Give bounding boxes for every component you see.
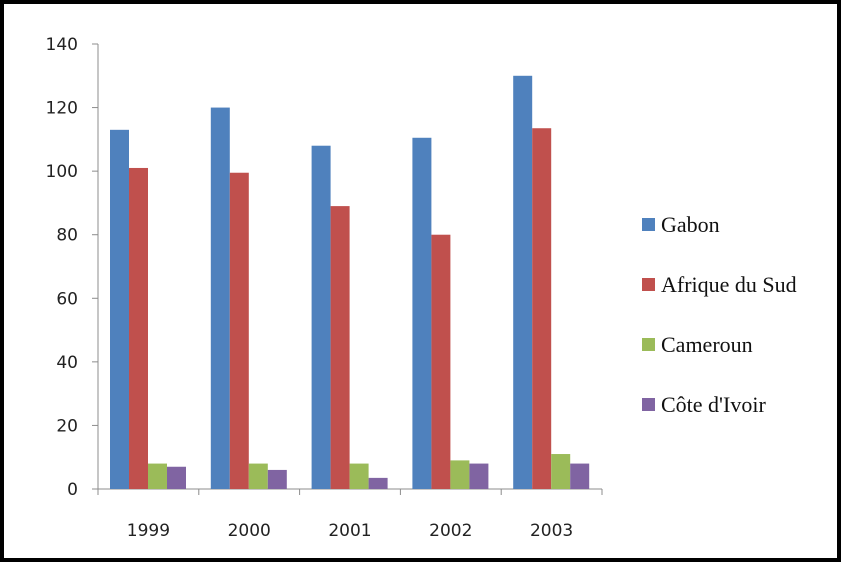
bar <box>431 234 451 489</box>
bar <box>570 463 590 489</box>
bar <box>311 145 331 489</box>
bar <box>412 137 432 489</box>
y-tick-label: 60 <box>56 289 78 309</box>
x-tick-label: 2002 <box>429 521 472 541</box>
y-tick-label: 100 <box>46 162 78 182</box>
x-tick-label: 2003 <box>530 521 573 541</box>
y-tick-label: 40 <box>56 353 78 373</box>
legend-swatch <box>642 278 655 291</box>
legend-swatch <box>642 218 655 231</box>
legend-swatch <box>642 398 655 411</box>
bar <box>129 167 148 489</box>
legend-label: Côte d'Ivoir <box>661 392 766 417</box>
bar <box>368 477 388 489</box>
legend-label: Cameroun <box>661 332 753 357</box>
x-tick-label: 2001 <box>328 521 371 541</box>
legend: Gabon Afrique du Sud Cameroun Côte d'Ivoir <box>642 212 797 417</box>
y-tick-label: 0 <box>67 480 78 500</box>
bar <box>551 454 571 489</box>
bar <box>349 463 369 489</box>
bar <box>267 469 287 489</box>
bar <box>210 107 230 490</box>
bar-chart: 0 20 40 60 80 100 120 140 1999 2000 2001 2002 2003 G… <box>46 35 797 541</box>
x-tick-label: 2000 <box>228 521 271 541</box>
bar <box>532 128 552 489</box>
bars <box>110 75 590 490</box>
bar <box>248 463 268 489</box>
bar <box>148 463 167 489</box>
legend-label: Afrique du Sud <box>661 272 797 297</box>
bar <box>167 466 186 489</box>
bar <box>330 206 350 489</box>
y-tick-label: 20 <box>56 416 78 436</box>
legend-label: Gabon <box>661 212 720 237</box>
bar <box>513 75 533 490</box>
legend-swatch <box>642 338 655 351</box>
bar <box>229 172 249 489</box>
y-tick-label: 80 <box>56 226 78 246</box>
x-tick-label: 1999 <box>127 521 170 541</box>
y-tick-label: 140 <box>46 35 78 55</box>
bar <box>450 460 470 489</box>
axes: 0 20 40 60 80 100 120 140 1999 2000 2001 2002 2003 <box>46 35 603 541</box>
bar <box>469 463 489 489</box>
y-tick-label: 120 <box>46 99 78 119</box>
bar <box>110 129 129 490</box>
